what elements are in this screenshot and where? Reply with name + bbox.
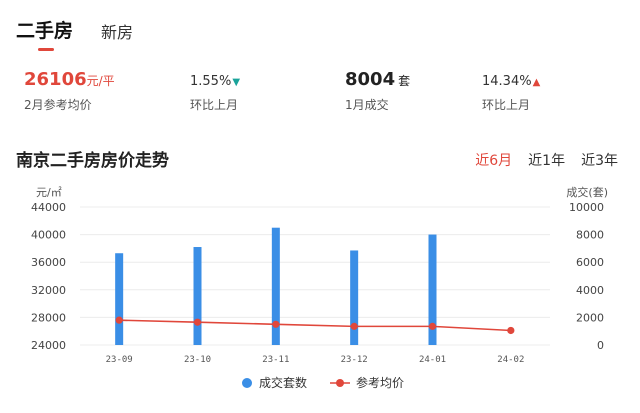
stat-deals: 8004 套 1月成交 xyxy=(345,68,410,113)
avg-price-label: 2月参考均价 xyxy=(24,98,92,112)
x-tick-label: 24-02 xyxy=(497,355,524,365)
point-avg-price xyxy=(507,326,515,335)
range-6-months[interactable]: 近6月 xyxy=(475,153,513,169)
range-1-year[interactable]: 近1年 xyxy=(528,153,566,169)
right-tick-label: 6000 xyxy=(576,256,604,269)
bar-deals xyxy=(428,234,437,345)
deals-unit: 套 xyxy=(398,74,411,88)
house-type-tabs: 二手房 新房 xyxy=(16,16,133,56)
bar-deals xyxy=(350,250,359,345)
line-avg-price xyxy=(119,319,511,332)
legend-deals-marker xyxy=(242,378,252,388)
deals-label: 1月成交 xyxy=(345,98,389,112)
right-tick-label: 4000 xyxy=(576,284,604,297)
legend-price-label: 参考均价 xyxy=(356,375,404,390)
bar-deals xyxy=(193,247,202,345)
avg-price-unit: 元/平 xyxy=(86,74,115,88)
point-avg-price xyxy=(350,322,358,330)
deals-change-label: 环比上月 xyxy=(482,98,531,112)
price-change-value: 1.55% xyxy=(190,74,232,89)
left-axis-label: 元/㎡ xyxy=(36,186,62,199)
point-avg-price xyxy=(193,318,202,326)
range-selector: 近6月 近1年 近3年 xyxy=(475,150,618,170)
right-axis-label: 成交(套) xyxy=(566,185,608,199)
left-tick-label: 24000 xyxy=(31,339,66,352)
price-change-label: 环比上月 xyxy=(190,98,239,112)
legend-price-marker xyxy=(336,379,344,387)
tab-second-hand[interactable]: 二手房 xyxy=(16,16,73,56)
tab-new-house[interactable]: 新房 xyxy=(101,23,134,42)
point-avg-price xyxy=(115,316,123,324)
left-tick-label: 44000 xyxy=(31,201,66,214)
point-avg-price xyxy=(428,322,437,330)
bar-deals xyxy=(271,227,280,345)
avg-price-value: 26106 xyxy=(24,69,87,90)
left-tick-label: 28000 xyxy=(31,311,66,324)
range-3-years[interactable]: 近3年 xyxy=(581,153,618,169)
deals-value: 8004 xyxy=(345,69,396,90)
x-tick-label: 23-09 xyxy=(106,355,133,365)
x-tick-label: 23-11 xyxy=(262,355,289,365)
right-tick-label: 8000 xyxy=(576,229,604,242)
right-tick-label: 0 xyxy=(597,339,604,352)
left-tick-label: 36000 xyxy=(31,256,66,269)
stats-row: 26106元/平 2月参考均价 1.55%▼ 环比上月 8004 套 1月成交 1… xyxy=(0,68,640,118)
right-tick-label: 10000 xyxy=(569,201,604,214)
stat-avg-price: 26106元/平 2月参考均价 xyxy=(24,68,115,113)
up-arrow-icon: ▲ xyxy=(532,77,541,88)
left-tick-label: 32000 xyxy=(31,284,66,297)
stat-deals-change: 14.34%▲ 环比上月 xyxy=(482,68,540,113)
chart-title: 南京二手房房价走势 xyxy=(16,151,169,171)
point-avg-price xyxy=(272,320,280,328)
deals-change-value: 14.34% xyxy=(482,74,532,89)
legend-deals-label: 成交套数 xyxy=(259,375,307,390)
stat-price-change: 1.55%▼ 环比上月 xyxy=(190,68,240,113)
x-tick-label: 23-12 xyxy=(341,355,368,365)
left-tick-label: 40000 xyxy=(31,229,66,242)
right-tick-label: 2000 xyxy=(576,311,604,324)
x-tick-label: 24-01 xyxy=(419,355,446,365)
x-tick-label: 23-10 xyxy=(184,355,211,365)
bar-deals xyxy=(115,253,124,345)
down-arrow-icon: ▼ xyxy=(232,77,241,88)
